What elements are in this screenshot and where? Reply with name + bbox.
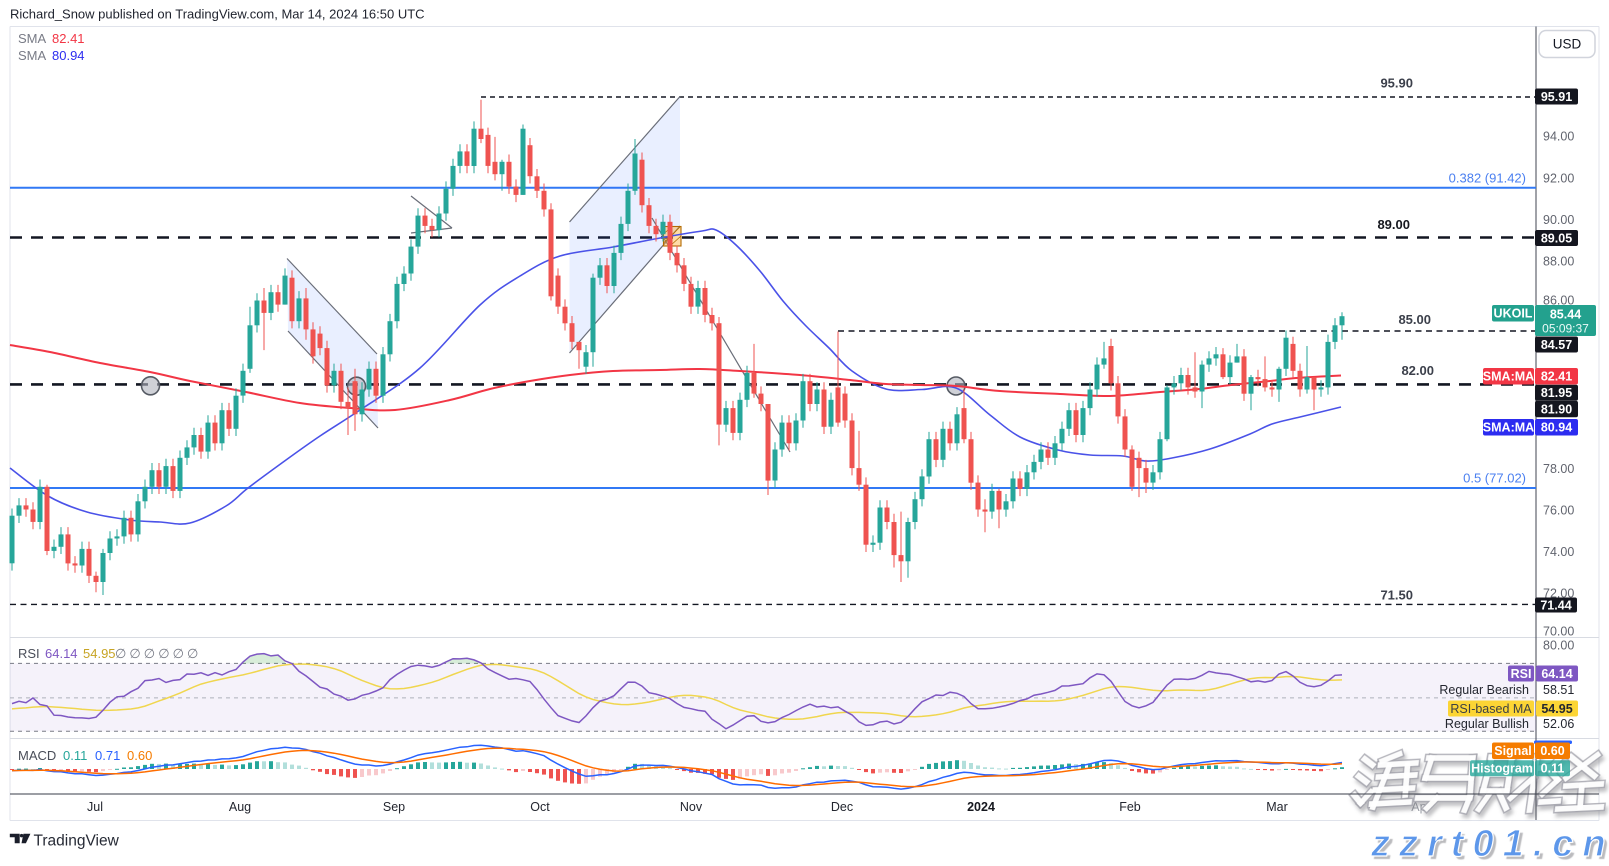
svg-text:81.95: 81.95 (1541, 386, 1572, 400)
svg-text:0.71: 0.71 (95, 748, 120, 763)
svg-text:Regular Bullish: Regular Bullish (1445, 717, 1529, 731)
svg-text:89.00: 89.00 (1377, 217, 1410, 232)
svg-text:RSI: RSI (1511, 667, 1532, 681)
svg-text:∅: ∅ (187, 646, 198, 661)
svg-text:81.90: 81.90 (1541, 402, 1572, 416)
svg-text:∅: ∅ (129, 646, 140, 661)
svg-text:89.05: 89.05 (1541, 231, 1572, 245)
svg-text:USD: USD (1553, 37, 1582, 52)
svg-text:SMA:MA: SMA:MA (1483, 370, 1534, 384)
svg-text:Richard_Snow published on Trad: Richard_Snow published on TradingView.co… (10, 7, 425, 22)
svg-text:80.94: 80.94 (1541, 421, 1572, 435)
svg-text:82.00: 82.00 (1401, 363, 1434, 378)
svg-text:92.00: 92.00 (1543, 172, 1574, 186)
svg-text:80.00: 80.00 (1543, 639, 1574, 653)
svg-text:86.00: 86.00 (1543, 294, 1574, 308)
svg-text:94.00: 94.00 (1543, 130, 1574, 144)
svg-text:UKOIL: UKOIL (1494, 307, 1533, 321)
svg-text:SMA: SMA (18, 48, 47, 63)
svg-text:71.44: 71.44 (1540, 598, 1571, 612)
svg-text:95.91: 95.91 (1541, 90, 1572, 104)
svg-text:82.41: 82.41 (52, 31, 85, 46)
svg-text:52.06: 52.06 (1543, 717, 1574, 731)
svg-text:84.57: 84.57 (1541, 338, 1572, 352)
svg-text:54.95: 54.95 (1541, 702, 1572, 716)
svg-text:∅: ∅ (115, 646, 126, 661)
svg-text:Signal: Signal (1494, 744, 1532, 758)
svg-text:∅: ∅ (158, 646, 169, 661)
svg-text:∅: ∅ (173, 646, 184, 661)
svg-text:05:09:37: 05:09:37 (1542, 321, 1589, 335)
svg-text:∅: ∅ (144, 646, 155, 661)
svg-text:0.60: 0.60 (127, 748, 152, 763)
svg-text:54.95: 54.95 (83, 646, 116, 661)
svg-text:88.00: 88.00 (1543, 255, 1574, 269)
svg-text:RSI-based MA: RSI-based MA (1450, 702, 1532, 716)
svg-text:SMA: SMA (18, 31, 47, 46)
svg-text:70.00: 70.00 (1543, 625, 1574, 639)
svg-text:RSI: RSI (18, 646, 40, 661)
svg-text:0.60: 0.60 (1540, 744, 1564, 758)
svg-text:64.14: 64.14 (45, 646, 78, 661)
svg-text:2024: 2024 (967, 800, 995, 814)
svg-text:Regular Bearish: Regular Bearish (1439, 683, 1529, 697)
svg-text:74.00: 74.00 (1543, 545, 1574, 559)
svg-text:Nov: Nov (680, 800, 703, 814)
svg-text:MACD: MACD (18, 748, 56, 763)
svg-text:Sep: Sep (383, 800, 405, 814)
svg-text:76.00: 76.00 (1543, 504, 1574, 518)
svg-text:Mar: Mar (1266, 800, 1288, 814)
svg-text:85.44: 85.44 (1550, 307, 1581, 321)
svg-text:0.382 (91.42): 0.382 (91.42) (1449, 171, 1526, 186)
svg-text:95.90: 95.90 (1380, 76, 1413, 91)
svg-text:SMA:MA: SMA:MA (1483, 421, 1534, 435)
svg-text:71.50: 71.50 (1380, 588, 1413, 603)
svg-text:85.00: 85.00 (1398, 312, 1431, 327)
svg-text:78.00: 78.00 (1543, 462, 1574, 476)
svg-text:Jul: Jul (87, 800, 103, 814)
svg-text:Oct: Oct (530, 800, 550, 814)
svg-text:Dec: Dec (831, 800, 853, 814)
svg-text:TradingView: TradingView (34, 833, 120, 850)
svg-text:72.00: 72.00 (1543, 587, 1574, 601)
svg-text:Feb: Feb (1119, 800, 1141, 814)
svg-text:58.51: 58.51 (1543, 683, 1574, 697)
svg-text:64.14: 64.14 (1541, 667, 1572, 681)
svg-text:90.00: 90.00 (1543, 213, 1574, 227)
svg-text:0.11: 0.11 (1541, 762, 1565, 776)
svg-text:Aug: Aug (229, 800, 251, 814)
svg-text:0.11: 0.11 (63, 748, 87, 763)
svg-text:Histogram: Histogram (1471, 762, 1533, 776)
svg-text:0.5 (77.02): 0.5 (77.02) (1463, 471, 1526, 486)
svg-text:82.41: 82.41 (1541, 370, 1572, 384)
svg-text:80.94: 80.94 (52, 48, 85, 63)
